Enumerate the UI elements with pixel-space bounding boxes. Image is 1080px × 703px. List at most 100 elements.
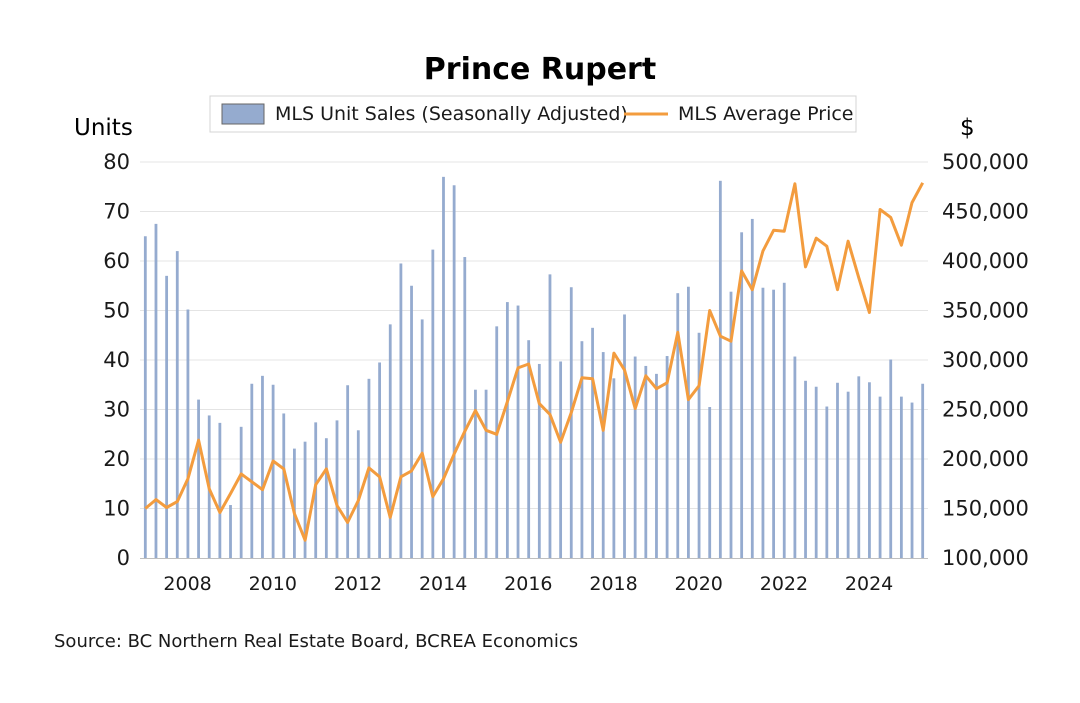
sales-bar — [431, 249, 435, 559]
right-tick-label: 350,000 — [942, 299, 1029, 323]
sales-bar — [729, 291, 733, 558]
sales-bar — [229, 505, 232, 558]
sales-bar — [793, 356, 797, 558]
sales-bar — [857, 376, 861, 558]
sales-bar — [505, 302, 509, 558]
sales-bar — [868, 382, 871, 558]
source-note: Source: BC Northern Real Estate Board, B… — [54, 631, 578, 652]
right-tick-label: 200,000 — [942, 447, 1029, 471]
sales-bar — [750, 218, 754, 559]
sales-bar — [782, 282, 786, 558]
right-tick-label: 300,000 — [942, 348, 1029, 372]
sales-bar — [282, 413, 286, 558]
sales-bar — [601, 352, 605, 558]
sales-bar — [718, 180, 722, 558]
sales-bar — [697, 332, 701, 558]
sales-bar — [324, 438, 328, 558]
sales-bar — [676, 293, 680, 558]
right-tick-label: 250,000 — [942, 398, 1029, 422]
sales-bar — [346, 385, 350, 558]
left-axis-ticks: 0 10 20 30 40 50 60 70 80 — [103, 150, 130, 570]
left-tick-label: 50 — [103, 299, 130, 323]
sales-bar — [889, 359, 893, 558]
x-axis: 2008 2010 2012 2014 2016 2018 2020 2022 2024 — [140, 558, 928, 595]
left-tick-label: 60 — [103, 249, 130, 273]
right-tick-label: 500,000 — [942, 150, 1029, 174]
x-tick-label: 2014 — [419, 573, 467, 595]
sales-bar — [474, 389, 477, 558]
sales-bars — [143, 176, 925, 559]
sales-bar — [569, 287, 573, 558]
right-axis-ticks: 100,000 150,000 200,000 250,000 300,000 350,0… — [942, 150, 1029, 570]
gridlines — [140, 161, 928, 509]
left-tick-label: 10 — [103, 497, 130, 521]
sales-bar — [687, 286, 690, 558]
x-tick-label: 2012 — [334, 573, 382, 595]
sales-bar — [452, 185, 456, 558]
sales-bar — [165, 275, 169, 558]
sales-bar — [644, 365, 648, 558]
sales-bar — [527, 340, 531, 558]
sales-bar — [836, 382, 839, 558]
sales-bar — [899, 396, 903, 558]
sales-bar — [154, 223, 158, 558]
sales-bar — [239, 426, 243, 558]
legend-label-price: MLS Average Price — [678, 103, 854, 125]
sales-bar — [878, 396, 882, 558]
sales-bar — [516, 305, 520, 558]
sales-bar — [463, 257, 467, 558]
sales-bar — [708, 407, 712, 558]
sales-bar — [143, 236, 147, 558]
x-tick-label: 2010 — [249, 573, 297, 595]
sales-bar — [442, 176, 445, 558]
left-axis-label: Units — [74, 115, 133, 141]
right-axis-label: $ — [960, 115, 975, 141]
x-tick-label: 2024 — [845, 573, 893, 595]
sales-bar — [175, 251, 179, 558]
sales-bar — [910, 402, 914, 558]
sales-bar — [814, 386, 818, 558]
sales-bar — [484, 389, 488, 558]
sales-bar — [761, 287, 765, 558]
right-tick-label: 150,000 — [942, 497, 1029, 521]
sales-bar — [378, 362, 381, 558]
price-line-group — [144, 182, 925, 542]
right-tick-label: 450,000 — [942, 200, 1029, 224]
sales-bar — [633, 356, 637, 558]
right-tick-label: 100,000 — [942, 546, 1029, 570]
sales-bar — [303, 441, 307, 558]
sales-bar — [271, 384, 275, 558]
left-tick-label: 30 — [103, 398, 130, 422]
x-tick-label: 2022 — [760, 573, 808, 595]
sales-bar — [261, 375, 264, 558]
sales-bar — [197, 399, 200, 558]
sales-bar — [623, 314, 626, 558]
sales-bar — [772, 289, 775, 558]
x-tick-label: 2018 — [589, 573, 637, 595]
sales-bar — [612, 378, 616, 558]
sales-bar — [495, 326, 499, 558]
right-tick-label: 400,000 — [942, 249, 1029, 273]
sales-bar — [250, 383, 254, 558]
sales-bar — [825, 406, 829, 558]
left-tick-label: 40 — [103, 348, 130, 372]
sales-bar — [388, 324, 392, 558]
sales-bar — [591, 327, 594, 558]
sales-bar — [846, 391, 850, 558]
left-tick-label: 20 — [103, 447, 130, 471]
legend-box — [209, 95, 857, 133]
sales-bar — [410, 285, 413, 558]
sales-bar — [921, 383, 925, 558]
legend: MLS Unit Sales (Seasonally Adjusted) MLS… — [209, 95, 857, 133]
sales-bar — [218, 422, 222, 558]
left-tick-label: 0 — [117, 546, 130, 570]
sales-bar — [335, 420, 339, 558]
sales-bar — [537, 363, 541, 558]
chart-title: Prince Rupert — [424, 52, 656, 87]
price-line — [144, 182, 925, 542]
sales-bar — [580, 341, 584, 558]
x-tick-label: 2016 — [504, 573, 552, 595]
sales-bar — [655, 373, 658, 558]
sales-bar — [559, 361, 563, 558]
sales-bar — [420, 319, 424, 558]
